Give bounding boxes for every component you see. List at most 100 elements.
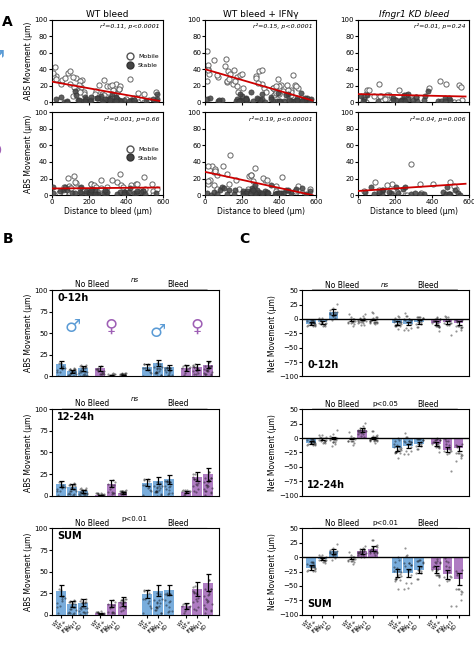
Point [208,161,215,171]
Point [432,441,440,452]
Point [293,95,301,105]
Text: SUM: SUM [57,531,82,541]
Point [269,83,276,94]
Point [373,547,381,557]
Point [401,315,409,326]
Point [360,424,368,434]
Point [407,437,414,447]
Point [186,600,193,611]
Point [133,179,141,190]
Point [304,439,311,450]
Point [386,97,394,108]
Point [109,368,117,379]
Point [393,562,401,573]
Point [393,439,401,450]
Point [99,489,107,500]
Point [190,481,197,491]
Point [270,90,278,100]
Point [359,96,367,107]
Point [300,94,307,105]
Point [202,603,210,613]
Point [416,317,423,327]
Point [181,485,189,495]
Point [163,362,171,373]
Point [69,90,76,101]
Point [203,594,211,605]
Point [168,606,176,616]
Point [304,566,311,576]
Bar [142,367,152,377]
Point [131,93,138,103]
Point [146,485,154,495]
Bar [392,319,402,323]
Point [326,308,334,318]
Point [319,430,326,440]
Point [299,182,306,193]
Point [432,320,440,331]
Point [442,436,450,446]
Point [417,562,425,572]
Point [150,94,157,104]
Point [328,555,336,565]
Point [287,190,294,200]
Point [161,589,169,599]
Point [387,188,394,198]
Point [77,188,85,198]
Point [111,96,118,107]
Point [360,94,367,105]
Point [402,322,410,333]
Point [445,189,453,199]
Point [77,487,84,497]
Point [379,185,386,196]
Point [275,188,283,199]
Point [310,315,317,326]
Point [403,550,410,560]
Point [322,432,329,442]
Point [354,549,362,560]
Bar [443,557,452,574]
Point [207,584,214,594]
Point [76,484,84,494]
Point [76,608,84,619]
Point [85,188,93,198]
Point [345,318,352,328]
Point [278,188,285,198]
Text: r²=0.01, p=0.24: r²=0.01, p=0.24 [414,23,466,29]
Point [390,442,397,453]
Point [277,190,284,200]
Point [251,188,258,198]
Point [153,487,161,497]
Point [147,603,155,613]
Point [396,443,404,454]
Point [329,550,337,560]
Point [362,316,370,326]
Text: No Bleed: No Bleed [75,519,109,528]
Point [402,311,410,321]
Point [204,76,211,86]
Legend: Mobile, Stable: Mobile, Stable [122,53,160,69]
Point [52,71,59,81]
Point [331,549,338,560]
Point [234,72,241,82]
Text: ♀: ♀ [0,142,4,165]
Point [109,595,117,606]
Point [371,549,379,560]
Text: ♂: ♂ [150,323,166,341]
Point [201,473,209,483]
Point [145,95,153,105]
Point [415,434,422,444]
Point [110,95,118,106]
Point [239,188,246,198]
Point [403,190,410,200]
Point [436,572,443,583]
Point [191,359,199,370]
Point [296,190,304,200]
Point [70,367,78,377]
Point [118,487,126,498]
Point [118,487,125,497]
Point [331,310,338,320]
Point [112,92,120,102]
Point [131,188,138,199]
Point [383,94,391,104]
Point [65,364,73,375]
